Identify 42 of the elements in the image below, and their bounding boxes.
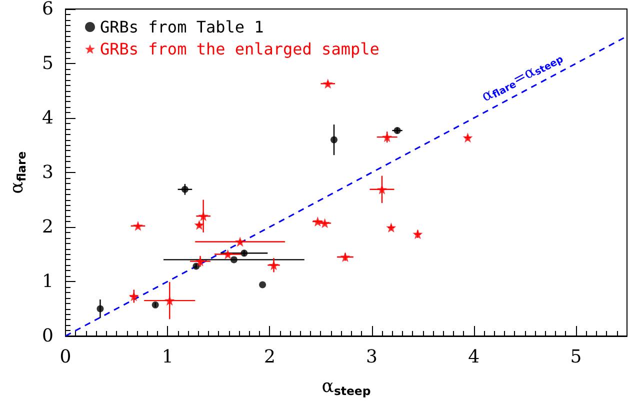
point bbox=[152, 301, 159, 308]
x-tick-label: 4 bbox=[468, 346, 480, 368]
point bbox=[222, 249, 233, 260]
point bbox=[230, 256, 238, 264]
point bbox=[194, 220, 204, 230]
point bbox=[322, 78, 333, 89]
point bbox=[164, 296, 175, 306]
legend-label: GRBs from Table 1 bbox=[100, 18, 264, 36]
point bbox=[198, 211, 208, 222]
point bbox=[312, 216, 323, 227]
y-tick-label: 3 bbox=[42, 162, 54, 183]
point bbox=[259, 281, 266, 288]
point bbox=[235, 236, 246, 247]
y-tick-label: 6 bbox=[42, 0, 54, 20]
y-tick-label: 5 bbox=[42, 53, 54, 74]
point bbox=[192, 262, 200, 270]
point bbox=[340, 252, 350, 262]
point bbox=[394, 127, 401, 134]
x-tick-label: 3 bbox=[366, 346, 378, 368]
point bbox=[132, 220, 143, 231]
y-tick-label: 0 bbox=[42, 326, 54, 346]
point bbox=[330, 136, 338, 144]
point bbox=[320, 218, 330, 228]
point bbox=[195, 256, 206, 266]
x-tick-label: 5 bbox=[570, 346, 582, 368]
point bbox=[268, 260, 279, 270]
point bbox=[462, 132, 473, 143]
point bbox=[382, 132, 392, 142]
y-tick-label: 4 bbox=[42, 108, 54, 128]
y-tick-label: 1 bbox=[42, 271, 54, 292]
point bbox=[412, 229, 423, 240]
y-axis-title: αflare bbox=[6, 151, 28, 194]
point bbox=[386, 222, 396, 233]
point bbox=[181, 186, 188, 193]
x-tick-label: 2 bbox=[264, 346, 276, 368]
y-tick-label: 2 bbox=[42, 216, 54, 238]
x-tick-label: 1 bbox=[162, 346, 174, 368]
x-tick-label: 0 bbox=[60, 346, 72, 368]
point bbox=[96, 305, 104, 312]
point bbox=[128, 291, 139, 302]
legend-label: GRBs from the enlarged sample bbox=[100, 40, 380, 58]
point bbox=[240, 250, 248, 257]
